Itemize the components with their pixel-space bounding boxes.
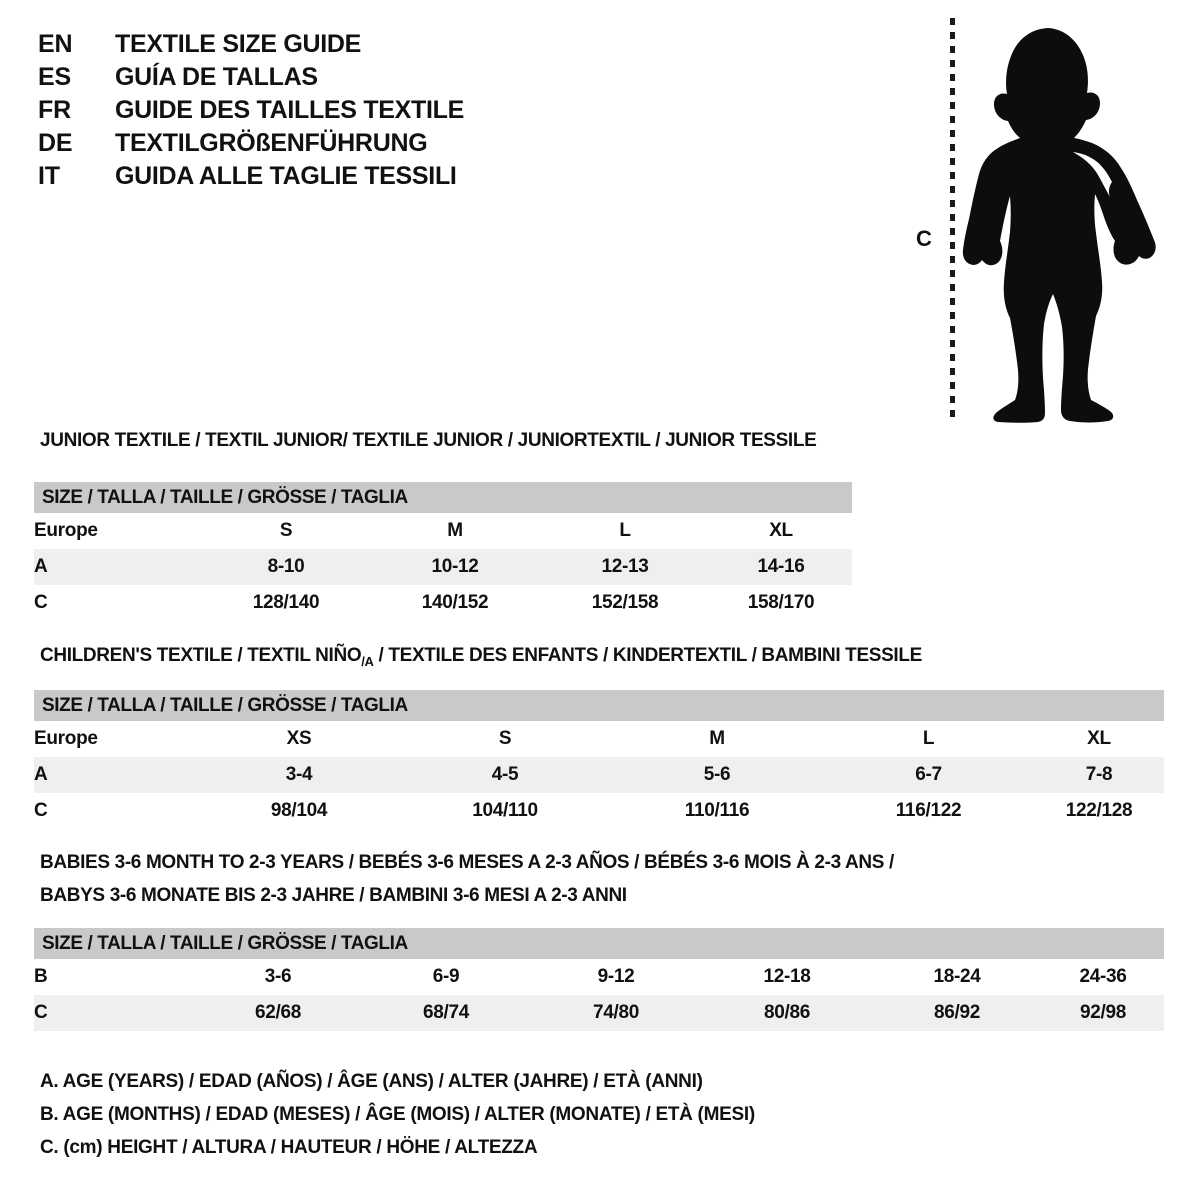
children-band-label: SIZE / TALLA / TAILLE / GRÖSSE / TAGLIA xyxy=(34,690,1165,721)
children-age-l: 6-7 xyxy=(823,757,1034,793)
junior-row-label-europe: Europe xyxy=(34,513,202,549)
babies-months-4: 12-18 xyxy=(702,959,872,995)
legend-line-b: B. AGE (MONTHS) / EDAD (MESES) / ÂGE (MO… xyxy=(40,1104,755,1125)
babies-height-1: 62/68 xyxy=(194,995,362,1031)
babies-height-5: 86/92 xyxy=(872,995,1042,1031)
table-row: Europe XS S M L XL xyxy=(34,721,1165,757)
babies-months-6: 24-36 xyxy=(1042,959,1165,995)
babies-months-3: 9-12 xyxy=(530,959,702,995)
language-row-fr: FR GUIDE DES TAILLES TEXTILE xyxy=(38,96,658,129)
babies-size-table: SIZE / TALLA / TAILLE / GRÖSSE / TAGLIA … xyxy=(34,928,1165,1031)
babies-row-label-c: C xyxy=(34,995,194,1031)
children-size-m: M xyxy=(611,721,823,757)
section-title-children: CHILDREN'S TEXTILE / TEXTIL NIÑO/A / TEX… xyxy=(40,645,922,669)
children-title-subscript: /A xyxy=(361,653,374,669)
table-row: C 128/140 140/152 152/158 158/170 xyxy=(34,585,853,621)
table-row: C 98/104 104/110 110/116 116/122 122/128 xyxy=(34,793,1165,829)
junior-height-l: 152/158 xyxy=(540,585,710,621)
junior-age-s: 8-10 xyxy=(202,549,370,585)
junior-table-band-header: SIZE / TALLA / TAILLE / GRÖSSE / TAGLIA xyxy=(34,482,853,513)
children-height-xl: 122/128 xyxy=(1034,793,1165,829)
junior-size-xl: XL xyxy=(710,513,853,549)
language-row-es: ES GUÍA DE TALLAS xyxy=(38,63,658,96)
language-title-block: EN TEXTILE SIZE GUIDE ES GUÍA DE TALLAS … xyxy=(38,30,658,195)
junior-height-m: 140/152 xyxy=(370,585,540,621)
toddler-silhouette-icon xyxy=(962,28,1156,423)
language-row-en: EN TEXTILE SIZE GUIDE xyxy=(38,30,658,63)
babies-months-5: 18-24 xyxy=(872,959,1042,995)
language-code-es: ES xyxy=(38,63,71,91)
language-title-en: TEXTILE SIZE GUIDE xyxy=(115,30,362,58)
table-row: Europe S M L XL xyxy=(34,513,853,549)
junior-size-table: SIZE / TALLA / TAILLE / GRÖSSE / TAGLIA … xyxy=(34,482,853,621)
children-title-suffix: / TEXTILE DES ENFANTS / KINDERTEXTIL / B… xyxy=(373,645,923,666)
children-row-label-europe: Europe xyxy=(34,721,199,757)
children-table-band-header: SIZE / TALLA / TAILLE / GRÖSSE / TAGLIA xyxy=(34,690,1165,721)
language-title-it: GUIDA ALLE TAGLIE TESSILI xyxy=(115,162,457,190)
children-age-xs: 3-4 xyxy=(199,757,399,793)
babies-height-6: 92/98 xyxy=(1042,995,1165,1031)
language-code-fr: FR xyxy=(38,96,71,124)
section-title-babies-line1: BABIES 3-6 MONTH TO 2-3 YEARS / BEBÉS 3-… xyxy=(40,852,894,873)
junior-row-label-c: C xyxy=(34,585,202,621)
babies-height-4: 80/86 xyxy=(702,995,872,1031)
babies-months-2: 6-9 xyxy=(362,959,530,995)
language-code-it: IT xyxy=(38,162,60,190)
junior-height-s: 128/140 xyxy=(202,585,370,621)
children-age-m: 5-6 xyxy=(611,757,823,793)
height-measurement-figure: C xyxy=(900,8,1160,428)
babies-row-label-b: B xyxy=(34,959,194,995)
children-title-prefix: CHILDREN'S TEXTILE / TEXTIL NIÑO xyxy=(40,645,362,666)
junior-age-xl: 14-16 xyxy=(710,549,853,585)
children-size-xs: XS xyxy=(199,721,399,757)
table-row: C 62/68 68/74 74/80 80/86 86/92 92/98 xyxy=(34,995,1165,1031)
legend-line-a: A. AGE (YEARS) / EDAD (AÑOS) / ÂGE (ANS)… xyxy=(40,1071,703,1092)
height-axis-label: C xyxy=(916,226,932,251)
table-row: B 3-6 6-9 9-12 12-18 18-24 24-36 xyxy=(34,959,1165,995)
children-height-m: 110/116 xyxy=(611,793,823,829)
babies-months-1: 3-6 xyxy=(194,959,362,995)
children-height-l: 116/122 xyxy=(823,793,1034,829)
children-row-label-c: C xyxy=(34,793,199,829)
junior-row-label-a: A xyxy=(34,549,202,585)
children-size-l: L xyxy=(823,721,1034,757)
language-title-fr: GUIDE DES TAILLES TEXTILE xyxy=(115,96,465,124)
babies-height-3: 74/80 xyxy=(530,995,702,1031)
children-size-table: SIZE / TALLA / TAILLE / GRÖSSE / TAGLIA … xyxy=(34,690,1165,829)
junior-size-m: M xyxy=(370,513,540,549)
language-row-de: DE TEXTILGRÖßENFÜHRUNG xyxy=(38,129,658,162)
language-row-it: IT GUIDA ALLE TAGLIE TESSILI xyxy=(38,162,658,195)
children-age-xl: 7-8 xyxy=(1034,757,1165,793)
language-title-es: GUÍA DE TALLAS xyxy=(115,63,318,91)
junior-height-xl: 158/170 xyxy=(710,585,853,621)
children-age-s: 4-5 xyxy=(399,757,611,793)
children-row-label-a: A xyxy=(34,757,199,793)
language-title-de: TEXTILGRÖßENFÜHRUNG xyxy=(115,129,428,157)
section-title-babies-line2: BABYS 3-6 MONATE BIS 2-3 JAHRE / BAMBINI… xyxy=(40,885,627,906)
height-dashed-line xyxy=(950,18,955,422)
babies-height-2: 68/74 xyxy=(362,995,530,1031)
language-code-en: EN xyxy=(38,30,73,58)
junior-band-label: SIZE / TALLA / TAILLE / GRÖSSE / TAGLIA xyxy=(34,482,853,513)
legend-block: A. AGE (YEARS) / EDAD (AÑOS) / ÂGE (ANS)… xyxy=(40,1065,940,1164)
children-height-s: 104/110 xyxy=(399,793,611,829)
section-title-junior: JUNIOR TEXTILE / TEXTIL JUNIOR/ TEXTILE … xyxy=(40,430,817,451)
table-row: A 8-10 10-12 12-13 14-16 xyxy=(34,549,853,585)
junior-size-l: L xyxy=(540,513,710,549)
babies-band-label: SIZE / TALLA / TAILLE / GRÖSSE / TAGLIA xyxy=(34,928,1165,959)
children-size-xl: XL xyxy=(1034,721,1165,757)
language-code-de: DE xyxy=(38,129,73,157)
junior-age-l: 12-13 xyxy=(540,549,710,585)
children-height-xs: 98/104 xyxy=(199,793,399,829)
legend-line-c: C. (cm) HEIGHT / ALTURA / HAUTEUR / HÖHE… xyxy=(40,1137,538,1158)
children-size-s: S xyxy=(399,721,611,757)
table-row: A 3-4 4-5 5-6 6-7 7-8 xyxy=(34,757,1165,793)
junior-size-s: S xyxy=(202,513,370,549)
junior-age-m: 10-12 xyxy=(370,549,540,585)
babies-table-band-header: SIZE / TALLA / TAILLE / GRÖSSE / TAGLIA xyxy=(34,928,1165,959)
